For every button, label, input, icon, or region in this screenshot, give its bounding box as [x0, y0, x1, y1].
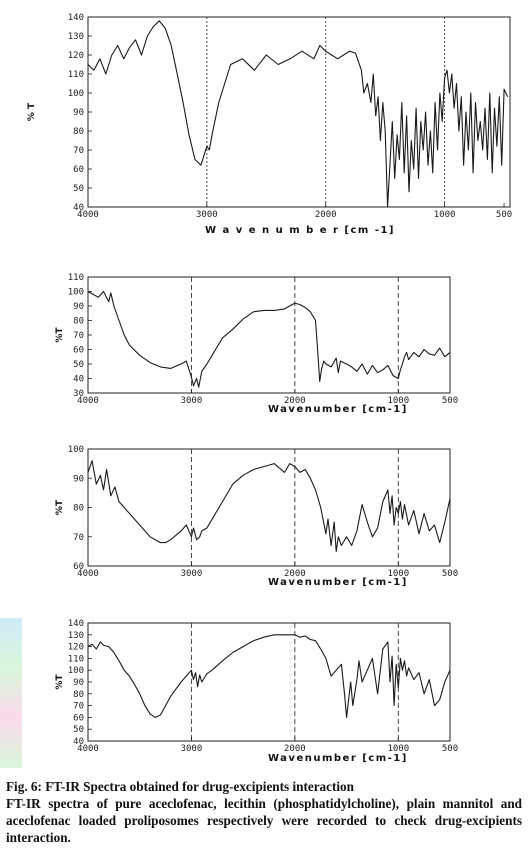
- chart-4-ytick-label: 50: [73, 725, 84, 735]
- chart-1-ytick-label: 140: [68, 13, 84, 23]
- figure-caption: Fig. 6: FT-IR Spectra obtained for drug-…: [6, 778, 522, 846]
- chart-2-ytick-label: 100: [68, 288, 84, 298]
- chart-3-xtick-label: 4000: [77, 569, 99, 579]
- chart-1-ytick-label: 110: [68, 70, 84, 80]
- chart-4-ytick-label: 140: [68, 619, 84, 629]
- chart-3-ytick-label: 80: [73, 504, 84, 514]
- chart-4-ytick-label: 120: [68, 643, 84, 653]
- chart-3-series-line: [87, 460, 451, 552]
- chart-1-series-line: [87, 20, 509, 208]
- chart-2-ylabel: %T: [55, 327, 65, 343]
- chart-1-xtick-label: 1000: [434, 210, 456, 220]
- caption-body: FT-IR spectra of pure aceclofenac, lecit…: [6, 796, 522, 845]
- chart-3-xtick-label: 1000: [387, 569, 409, 579]
- chart-4-xtick-label: 1000: [387, 744, 409, 754]
- chart-1-ytick-label: 70: [73, 146, 84, 156]
- chart-1-ytick-label: 80: [73, 127, 84, 137]
- chart-1-frame: [87, 16, 511, 208]
- chart-2-ytick-label: 80: [73, 317, 84, 327]
- chart-3-ytick-label: 90: [73, 474, 84, 484]
- chart-2-ytick-label: 60: [73, 346, 84, 356]
- chart-4-ylabel: %T: [55, 674, 65, 690]
- chart-4-ytick-label: 90: [73, 678, 84, 688]
- chart-4-ytick-label: 40: [73, 737, 84, 747]
- chart-3-ytick-label: 60: [73, 562, 84, 572]
- chart-2-xlabel: Wavenumber [cm-1]: [268, 404, 408, 415]
- chart-2-series-line: [87, 290, 451, 388]
- chart-4-ytick-label: 100: [68, 666, 84, 676]
- chart-4-ytick-label: 60: [73, 713, 84, 723]
- chart-4-ytick-label: 110: [68, 654, 84, 664]
- chart-3-xlabel: Wavenumber [cm-1]: [268, 577, 408, 588]
- chart-2-xtick-label: 1000: [387, 396, 409, 406]
- chart-2-ytick-label: 30: [73, 389, 84, 399]
- chart-1-ytick-label: 120: [68, 51, 84, 61]
- chart-1-ytick-label: 60: [73, 165, 84, 175]
- chart-1-ytick-label: 100: [68, 89, 84, 99]
- chart-2-xtick-label: 2000: [284, 396, 306, 406]
- chart-4-xtick-label: 4000: [77, 744, 99, 754]
- chart-2-ytick-label: 40: [73, 375, 84, 385]
- color-artifact: [0, 618, 22, 768]
- caption-title: Fig. 6: FT-IR Spectra obtained for drug-…: [6, 779, 354, 794]
- chart-2-frame: [87, 276, 451, 394]
- chart-2-ytick-label: 70: [73, 331, 84, 341]
- chart-2-ytick-label: 90: [73, 302, 84, 312]
- chart-2-ytick-label: 50: [73, 360, 84, 370]
- chart-2-xtick-label: 4000: [77, 396, 99, 406]
- chart-3-xtick-label: 500: [442, 569, 458, 579]
- chart-4-xtick-label: 2000: [284, 744, 306, 754]
- chart-3-ylabel: %T: [55, 499, 65, 515]
- chart-4-series-line: [87, 634, 451, 718]
- chart-1-ytick-label: 50: [73, 184, 84, 194]
- chart-1-xtick-label: 2000: [315, 210, 337, 220]
- chart-2-ytick-label: 110: [68, 273, 84, 283]
- chart-4-ytick-label: 130: [68, 631, 84, 641]
- chart-4-xtick-label: 500: [442, 744, 458, 754]
- chart-1-ytick-label: 90: [73, 108, 84, 118]
- chart-2-xtick-label: 500: [442, 396, 458, 406]
- chart-3-ytick-label: 100: [68, 445, 84, 455]
- chart-4-ytick-label: 80: [73, 690, 84, 700]
- chart-3-xtick-label: 3000: [181, 569, 203, 579]
- chart-1-xlabel: W a v e n u m b e r [cm -1]: [205, 225, 395, 236]
- chart-4-ytick-label: 70: [73, 702, 84, 712]
- chart-4-xlabel: Wavenumber [cm-1]: [268, 753, 408, 764]
- chart-1-ytick-label: 40: [73, 203, 84, 213]
- chart-1-xtick-label: 3000: [196, 210, 218, 220]
- chart-3-xtick-label: 2000: [284, 569, 306, 579]
- chart-1-ylabel: % T: [27, 102, 37, 121]
- chart-3-ytick-label: 70: [73, 533, 84, 543]
- chart-2-xtick-label: 3000: [181, 396, 203, 406]
- chart-1-xtick-label: 500: [496, 210, 512, 220]
- chart-1-xtick-label: 4000: [77, 210, 99, 220]
- chart-4-xtick-label: 3000: [181, 744, 203, 754]
- chart-1-ytick-label: 130: [68, 32, 84, 42]
